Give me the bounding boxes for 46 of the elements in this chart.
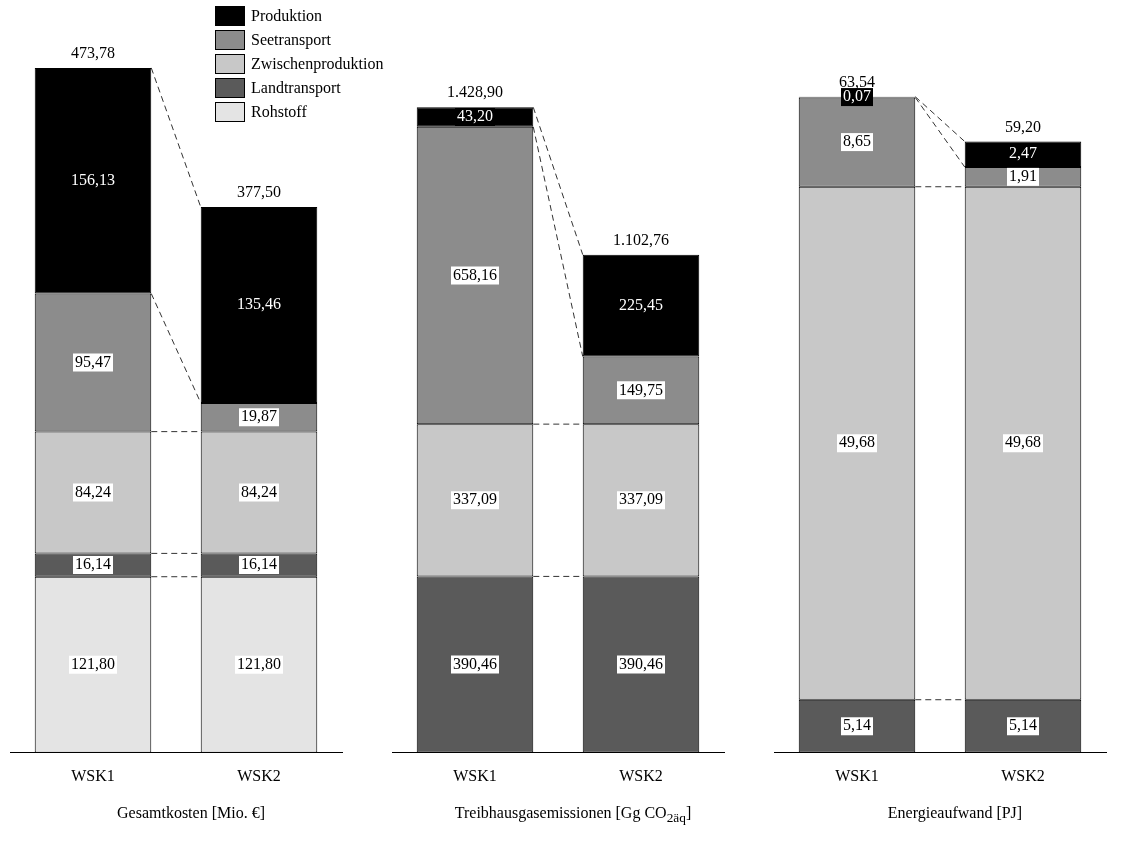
data-label: 149,75: [619, 380, 663, 398]
data-label: 95,47: [75, 352, 111, 370]
data-label: 5,14: [843, 716, 871, 734]
data-label: 225,45: [619, 295, 663, 313]
data-label: 8,65: [843, 132, 871, 150]
total-label: 377,50: [237, 183, 281, 201]
x-axis-title: Treibhausgasemissionen [Gg CO$_{2äq}$]: [453, 804, 693, 827]
data-label: 84,24: [241, 482, 277, 500]
data-label: 5,14: [1009, 716, 1037, 734]
data-label: 390,46: [619, 654, 663, 672]
data-label: 2,47: [1009, 144, 1037, 162]
x-tick-label: WSK1: [453, 766, 497, 784]
data-label: 0,07: [843, 87, 871, 105]
legend-label: Rohstoff: [251, 103, 307, 121]
x-tick-label: WSK2: [237, 766, 281, 784]
data-label: 1,91: [1009, 167, 1037, 185]
data-label: 49,68: [1005, 433, 1041, 451]
x-tick-label: WSK2: [1001, 766, 1045, 784]
total-label: 473,78: [71, 44, 115, 62]
x-axis-title: Energieaufwand [PJ]: [886, 804, 1024, 822]
data-label: 337,09: [453, 490, 497, 508]
data-label: 84,24: [75, 482, 111, 500]
data-label: 49,68: [839, 433, 875, 451]
data-label: 156,13: [71, 170, 115, 188]
data-label: 658,16: [453, 265, 497, 283]
data-label: 121,80: [71, 654, 115, 672]
data-label: 121,80: [237, 654, 281, 672]
x-tick-label: WSK1: [835, 766, 879, 784]
data-label: 135,46: [237, 295, 281, 313]
legend-label: Landtransport: [251, 79, 341, 97]
total-label: 1.102,76: [613, 230, 669, 248]
total-label: 63,54: [839, 72, 875, 90]
data-label: 16,14: [241, 555, 277, 573]
total-label: 59,20: [1005, 117, 1041, 135]
total-label: 1.428,90: [447, 83, 503, 101]
x-tick-label: WSK2: [619, 766, 663, 784]
data-label: 337,09: [619, 490, 663, 508]
x-tick-label: WSK1: [71, 766, 115, 784]
data-label: 19,87: [241, 407, 277, 425]
x-axis-title: Gesamtkosten [Mio. €]: [116, 804, 266, 822]
legend-label: Zwischenproduktion: [251, 55, 384, 73]
data-label: 16,14: [75, 555, 111, 573]
legend-label: Produktion: [251, 7, 323, 25]
legend-label: Seetransport: [251, 31, 331, 49]
data-label: 390,46: [453, 654, 497, 672]
data-label: 43,20: [457, 107, 493, 125]
